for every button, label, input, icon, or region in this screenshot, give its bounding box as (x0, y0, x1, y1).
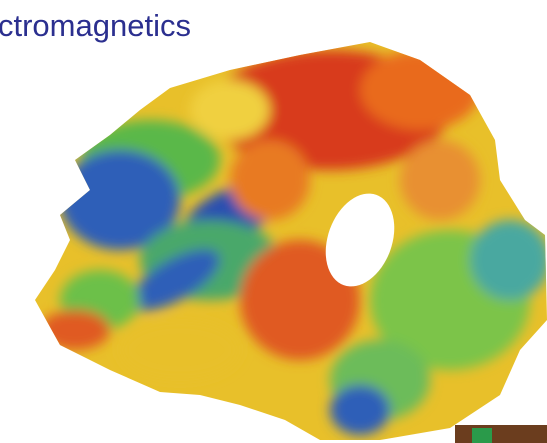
logo (455, 425, 547, 443)
title: ctromagnetics (0, 8, 191, 43)
